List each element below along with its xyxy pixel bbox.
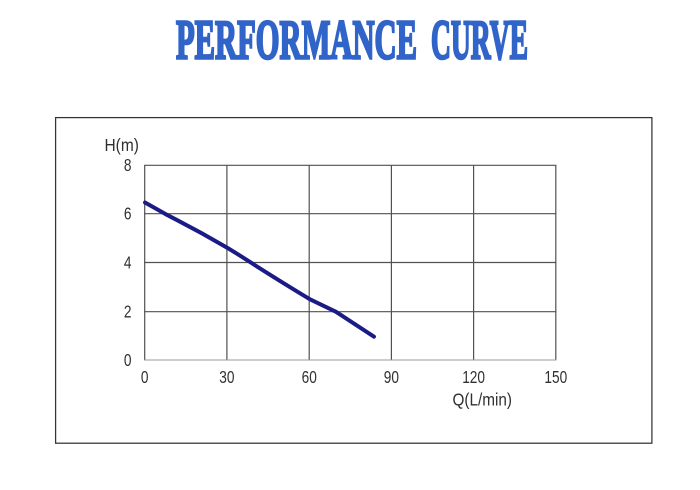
svg-text:120: 120: [462, 368, 485, 387]
svg-text:CURVE: CURVE: [431, 10, 528, 72]
svg-text:60: 60: [302, 368, 317, 387]
svg-text:0: 0: [141, 368, 149, 387]
svg-text:6: 6: [124, 205, 132, 224]
svg-text:30: 30: [219, 368, 234, 387]
svg-text:Q(L/min): Q(L/min): [453, 389, 512, 409]
svg-text:0: 0: [124, 351, 132, 370]
svg-text:PERFORMANCE: PERFORMANCE: [176, 10, 417, 72]
svg-text:4: 4: [124, 254, 132, 273]
svg-text:150: 150: [544, 368, 567, 387]
svg-text:90: 90: [384, 368, 399, 387]
svg-text:H(m): H(m): [105, 135, 139, 155]
svg-text:8: 8: [124, 156, 132, 175]
svg-text:2: 2: [124, 303, 132, 322]
